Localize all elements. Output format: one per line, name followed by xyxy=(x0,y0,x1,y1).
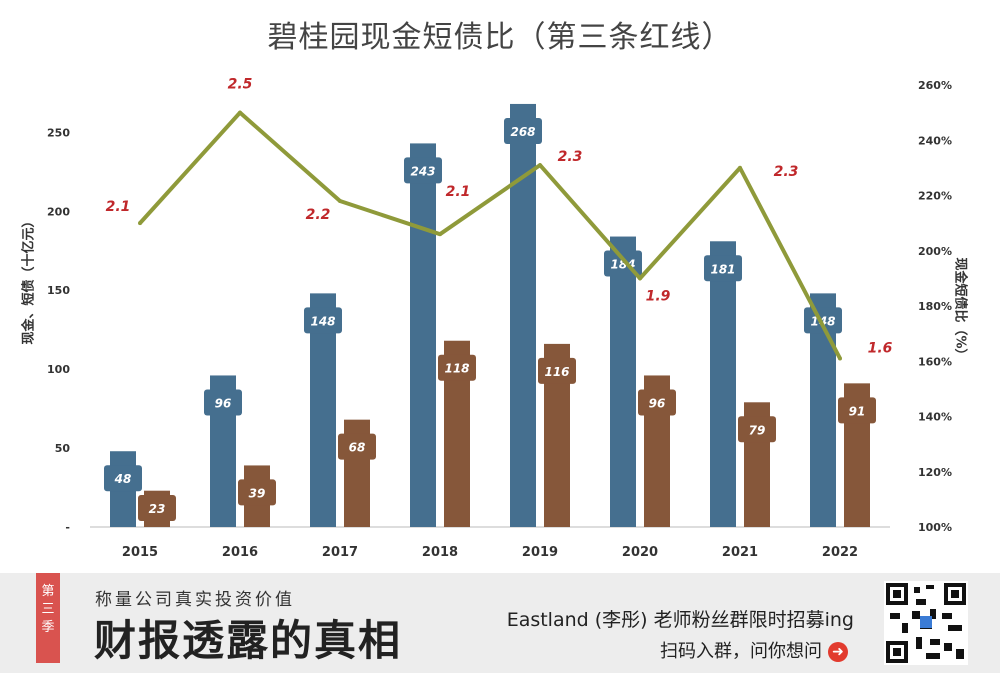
slogan-text: 称量公司真实投资价值 xyxy=(95,590,295,610)
qr-code-icon[interactable] xyxy=(884,581,968,665)
data-label: 243 xyxy=(410,164,435,178)
right-tick-label: 100% xyxy=(918,521,952,534)
left-tick-label: 100 xyxy=(47,363,70,376)
footer-banner: 第三季 称量公司真实投资价值 财报透露的真相 Eastland (李彤) 老师粉… xyxy=(0,573,1000,673)
ratio-point xyxy=(338,199,342,204)
ratio-point xyxy=(738,165,742,170)
ratio-label: 2.1 xyxy=(446,184,471,200)
data-label-box xyxy=(338,433,376,460)
data-label-box xyxy=(738,416,776,443)
data-label: 268 xyxy=(510,125,535,139)
ratio-line xyxy=(138,110,842,360)
right-tick-label: 160% xyxy=(918,355,952,368)
right-tick-label: 200% xyxy=(918,245,952,258)
left-tick-label: 250 xyxy=(47,126,70,139)
right-axis-label: 现金短债比（%） xyxy=(952,257,968,362)
data-label-box xyxy=(704,255,742,282)
scan-hint-text: 扫码入群，问你想问 xyxy=(660,641,822,662)
x-tick-label: 2022 xyxy=(822,545,858,560)
chart-title: 碧桂园现金短债比（第三条红线） xyxy=(267,20,733,55)
data-label: 39 xyxy=(249,486,266,500)
ratio-label: 2.2 xyxy=(306,207,331,223)
ratio-point xyxy=(138,221,142,226)
arrow-right-circle-icon: ➜ xyxy=(828,642,848,662)
data-label-box xyxy=(238,479,276,506)
data-label: 68 xyxy=(349,441,366,455)
ratio-label: 1.6 xyxy=(868,340,893,356)
data-label-box xyxy=(804,307,842,334)
ratio-label: 2.3 xyxy=(774,164,799,180)
left-tick-label: 150 xyxy=(47,284,70,297)
data-label: 96 xyxy=(215,396,232,410)
right-tick-label: 180% xyxy=(918,300,952,313)
data-label-box xyxy=(538,357,576,384)
ratio-point xyxy=(838,356,842,361)
data-label-box xyxy=(638,389,676,416)
left-tick-label: 200 xyxy=(47,205,70,218)
x-tick-label: 2015 xyxy=(122,545,158,560)
ratio-point xyxy=(238,110,242,115)
data-label-box xyxy=(504,117,542,144)
data-label: 148 xyxy=(310,314,335,328)
data-label-box xyxy=(204,389,242,416)
x-tick-label: 2019 xyxy=(522,545,558,560)
x-tick-label: 2018 xyxy=(422,545,458,560)
chart-area: - 50 100 150 200 250 100% 120% 140% 160% 180% 200% 2… xyxy=(47,77,952,560)
data-label: 96 xyxy=(649,396,666,410)
right-tick-label: 140% xyxy=(918,411,952,424)
data-label-box xyxy=(438,354,476,381)
bar xyxy=(710,241,736,527)
left-tick-label: - xyxy=(65,521,70,534)
bar xyxy=(410,143,436,527)
data-label: 181 xyxy=(710,262,735,276)
right-tick-label: 220% xyxy=(918,190,952,203)
x-tick-label: 2020 xyxy=(622,545,658,560)
bar xyxy=(610,236,636,528)
data-label-box xyxy=(304,307,342,334)
x-tick-label: 2016 xyxy=(222,545,258,560)
ratio-point xyxy=(438,232,442,237)
right-tick-label: 260% xyxy=(918,79,952,92)
ratio-label: 1.9 xyxy=(646,288,671,304)
promo-text: Eastland (李彤) 老师粉丝群限时招募ing xyxy=(506,609,854,631)
data-label-box xyxy=(104,465,142,492)
brand-title: 财报透露的真相 xyxy=(94,616,403,665)
left-tick-label: 50 xyxy=(55,442,71,455)
x-tick-label: 2021 xyxy=(722,545,758,560)
right-tick-label: 240% xyxy=(918,134,952,147)
scan-hint[interactable]: 扫码入群，问你想问 ➜ xyxy=(660,637,848,663)
data-label-box xyxy=(138,495,176,521)
right-tick-label: 120% xyxy=(918,466,952,479)
ratio-point xyxy=(638,276,642,281)
data-label: 116 xyxy=(544,365,569,379)
data-label: 48 xyxy=(114,472,132,486)
data-label: 91 xyxy=(849,404,866,418)
left-axis-label: 现金、短债（十亿元） xyxy=(21,214,37,345)
data-label: 118 xyxy=(444,362,469,376)
bar xyxy=(510,103,536,527)
data-label: 23 xyxy=(149,502,166,516)
season-ribbon: 第三季 xyxy=(36,573,60,663)
data-label-box xyxy=(838,397,876,424)
ratio-point xyxy=(538,163,542,168)
data-label: 79 xyxy=(749,423,766,437)
ratio-label: 2.1 xyxy=(106,199,131,215)
x-tick-label: 2017 xyxy=(322,545,358,560)
ratio-label: 2.3 xyxy=(558,149,583,165)
ratio-label: 2.5 xyxy=(228,77,253,93)
data-label-box xyxy=(404,157,442,184)
